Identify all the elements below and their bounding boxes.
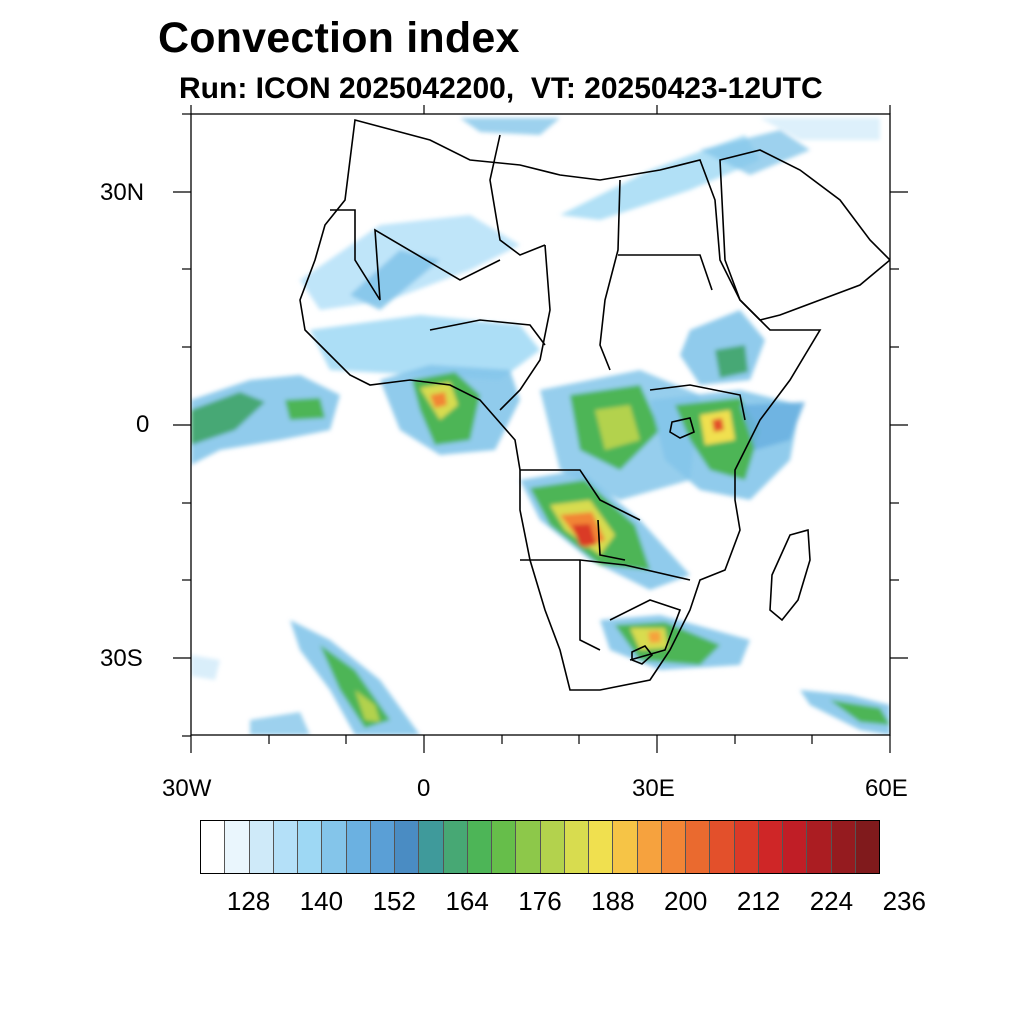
colorbar-swatch (249, 821, 274, 873)
colorbar-swatch (734, 821, 759, 873)
satl-small (191, 655, 220, 680)
indian-patch (740, 402, 805, 450)
colorbar-swatch (807, 821, 832, 873)
colorbar-tick-label: 200 (664, 886, 708, 916)
border-8 (649, 384, 746, 421)
north-edge (460, 118, 560, 135)
border-3 (599, 179, 621, 371)
colorbar-swatch (831, 821, 856, 873)
lat-label-0: 0 (136, 411, 150, 438)
border-10 (330, 209, 501, 301)
left-ticks (173, 113, 191, 737)
colorbar-swatch (589, 821, 614, 873)
colorbar-swatch (346, 821, 371, 873)
colorbar-swatch (686, 821, 711, 873)
arabia-coast (719, 149, 890, 321)
colorbar-swatch (637, 821, 662, 873)
coastlines (299, 118, 890, 691)
colorbar-swatch (783, 821, 808, 873)
colorbar-swatch (273, 821, 298, 873)
safrica-orange (648, 631, 661, 643)
colorbar-tick-label: 164 (445, 886, 489, 916)
top-ticks (190, 105, 891, 114)
border-1 (489, 134, 546, 256)
lesotho (631, 645, 654, 665)
colorbar-swatch (661, 821, 686, 873)
satl-small2 (250, 712, 310, 735)
colorbar-tick-label: 224 (809, 886, 854, 916)
colorbar-tick-label: 128 (226, 886, 271, 916)
chart-title: Convection index (158, 14, 520, 62)
med-streak (700, 130, 810, 175)
sahel-band (310, 315, 540, 380)
border-11 (597, 519, 626, 561)
madagascar (769, 528, 811, 622)
colorbar-tick-label: 236 (882, 886, 926, 916)
sahara-streak-2 (350, 250, 440, 310)
so-east (800, 690, 890, 735)
right-ticks (890, 191, 908, 659)
lon-label-30e: 30E (632, 775, 675, 802)
east-highlands-core (715, 345, 748, 378)
bottom-ticks (190, 735, 891, 753)
colorbar-swatch (443, 821, 468, 873)
border-2 (499, 244, 551, 411)
colorbar-swatch (225, 821, 250, 873)
colorbar-tick-label: 152 (372, 886, 416, 916)
eq-atlantic-core (191, 392, 265, 445)
colorbar-swatch (710, 821, 735, 873)
colorbar-swatch (492, 821, 517, 873)
lake-victoria (669, 417, 695, 439)
lat-label-30n: 30N (100, 179, 145, 206)
border-7 (579, 560, 601, 651)
border-6 (520, 559, 691, 581)
colorbar-swatch (419, 821, 444, 873)
colorbar-swatch (201, 821, 226, 873)
colorbar-swatch (758, 821, 783, 873)
north-edge-2 (760, 118, 880, 140)
lon-label-0: 0 (417, 775, 431, 802)
colorbar-tick-label: 140 (299, 886, 344, 916)
colorbar-swatch (395, 821, 420, 873)
colorbar-swatch (298, 821, 323, 873)
border-9 (429, 319, 546, 346)
colorbar-swatch (613, 821, 638, 873)
guinea-orange (430, 392, 447, 408)
chart-subtitle: Run: ICON 2025042200, VT: 20250423-12UTC (179, 72, 823, 105)
border-12 (609, 599, 682, 661)
colorbar-swatch (467, 821, 492, 873)
colorbar-tick-label: 212 (736, 886, 781, 916)
lat-label-30s: 30S (100, 645, 143, 672)
colorbar-swatch (540, 821, 565, 873)
africa-coast (299, 118, 822, 691)
border-4 (618, 254, 713, 291)
colorbar (200, 820, 880, 874)
colorbar-swatch (564, 821, 589, 873)
colorbar-swatch (855, 821, 879, 873)
central-yellow (595, 405, 640, 450)
so-east-core (830, 700, 890, 725)
border-5 (520, 469, 641, 521)
colorbar-swatch (322, 821, 347, 873)
lon-label-60e: 60E (865, 775, 908, 802)
eq-atlantic-core2 (285, 398, 325, 420)
egypt-streak (560, 135, 760, 220)
colorbar-tick-label: 176 (518, 886, 562, 916)
colorbar-swatch (370, 821, 395, 873)
colorbar-swatch (516, 821, 541, 873)
satl-yellow (355, 690, 380, 722)
colorbar-tick-label: 188 (591, 886, 635, 916)
lon-label-30w: 30W (162, 775, 212, 802)
zambia-red (572, 524, 596, 546)
convection-field (191, 118, 890, 735)
victoria-red (712, 418, 724, 432)
